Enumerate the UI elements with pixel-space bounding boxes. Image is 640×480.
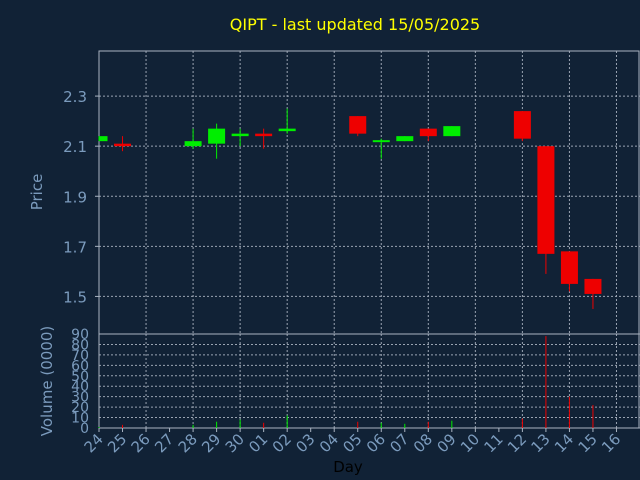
candle-body — [231, 133, 249, 137]
price-tick-label: 1.9 — [63, 188, 87, 206]
volume-panel-border — [98, 333, 640, 429]
candle-body — [419, 128, 437, 137]
candle-body — [255, 133, 273, 137]
x-axis-ticks: 2425262728293001020304050607080910111213… — [81, 428, 624, 456]
chart-title: QIPT - last updated 15/05/2025 — [230, 15, 480, 34]
price-tick-label: 2.3 — [63, 88, 87, 106]
candle-body — [278, 128, 296, 132]
x-axis-label: Day — [333, 458, 363, 476]
candle-body — [349, 116, 367, 134]
price-tick-label: 1.5 — [63, 288, 87, 306]
volume-tick-label: 0 — [80, 421, 89, 437]
candle-body — [537, 146, 555, 254]
candle-body — [560, 251, 578, 284]
candle-body — [443, 126, 461, 137]
volume-tick-label: 50 — [71, 369, 89, 385]
candle-body — [184, 141, 202, 147]
volume-axis-label: Volume (0000) — [38, 326, 56, 436]
candle-body — [114, 143, 132, 147]
volume-tick-label: 70 — [71, 348, 89, 364]
volume-tick-label: 30 — [71, 390, 89, 406]
price-tick-label: 2.1 — [63, 138, 87, 156]
candle-body — [372, 140, 390, 143]
candle-body — [584, 278, 602, 294]
volume-tick-label: 90 — [71, 327, 89, 343]
volume-tick-label: 10 — [71, 411, 89, 427]
price-axis-label: Price — [28, 174, 46, 211]
candle-body — [99, 136, 108, 142]
volume-tick-label: 20 — [71, 400, 89, 416]
price-panel: 1.5 1.7 1.9 2.1 2.3 — [63, 50, 640, 335]
candle-body — [396, 136, 414, 142]
volume-tick-label: 60 — [71, 358, 89, 374]
volume-tick-label: 80 — [71, 337, 89, 353]
volume-tick-label: 40 — [71, 379, 89, 395]
price-tick-label: 1.7 — [63, 238, 87, 256]
candle-body — [513, 111, 531, 139]
candle-body — [208, 128, 226, 144]
